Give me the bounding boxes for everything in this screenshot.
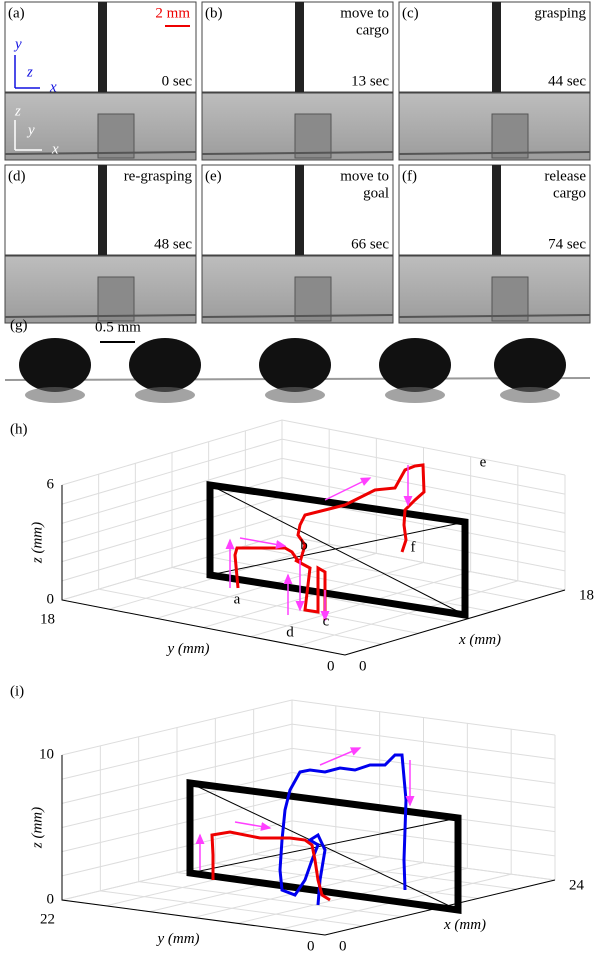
pillar-side: [295, 114, 331, 158]
pillar: [295, 165, 304, 255]
panel-label: (i): [10, 683, 24, 699]
pillar-side: [98, 277, 134, 321]
caption: re-grasping: [124, 168, 193, 184]
caption: cargo: [553, 185, 586, 201]
axis-symbol: z: [26, 64, 33, 80]
pillar-side: [492, 114, 528, 158]
panel-label: (e): [205, 168, 222, 184]
pillar: [492, 2, 501, 92]
caption: move to: [340, 168, 389, 184]
time: 0 sec: [162, 73, 193, 89]
pillar: [98, 2, 107, 92]
robot-shadow: [500, 387, 560, 403]
axes: [62, 485, 565, 655]
z-tick-label: 6: [47, 476, 55, 492]
time: 66 sec: [351, 236, 389, 252]
caption: move to: [340, 5, 389, 21]
robot-shadow: [25, 387, 85, 403]
axis-label: x (mm): [458, 632, 501, 648]
y-tick-label: 0: [307, 938, 315, 954]
point-label: d: [286, 624, 294, 640]
point-label: b: [300, 537, 308, 553]
grid-line: [62, 700, 555, 755]
robot-shadow: [385, 387, 445, 403]
panel-label: (c): [402, 5, 419, 21]
panel-label: (f): [402, 168, 417, 184]
y-tick-label: 18: [40, 611, 55, 627]
point-label: f: [411, 539, 416, 555]
time: 74 sec: [548, 236, 586, 252]
panel-label: (g): [10, 317, 28, 333]
axis-symbol: y: [13, 36, 22, 52]
point-label: e: [480, 454, 487, 470]
robot: [379, 338, 451, 392]
robot-shadow: [135, 387, 195, 403]
panel-label: (d): [8, 168, 26, 184]
time: 13 sec: [351, 73, 389, 89]
robot: [19, 338, 91, 392]
arrow: [235, 822, 270, 828]
scale-bar: 0.5 mm: [95, 319, 141, 335]
axis-symbol: x: [49, 79, 57, 95]
point-label: c: [323, 613, 330, 629]
x-tick-label: 18: [579, 587, 594, 603]
pillar: [295, 2, 304, 92]
axis-label: z (mm): [29, 807, 45, 849]
pillar-side: [295, 277, 331, 321]
y-tick-label: 0: [327, 658, 335, 674]
panel-label: (a): [8, 5, 25, 21]
caption: cargo: [356, 22, 389, 38]
z-tick-label: 0: [47, 891, 55, 907]
y-tick-label: 22: [40, 911, 55, 927]
axes: [62, 755, 555, 935]
panel-label: (b): [205, 5, 223, 21]
axis-symbol: z: [14, 103, 21, 119]
robot: [494, 338, 566, 392]
axis-symbol: y: [26, 122, 35, 138]
trajectory: [280, 755, 406, 905]
pillar-side: [98, 114, 134, 158]
grid-line: [62, 478, 565, 543]
time: 48 sec: [154, 236, 192, 252]
x-tick-label: 0: [359, 658, 367, 674]
point-label: a: [234, 591, 241, 607]
grid-line: [62, 420, 565, 485]
x-tick-label: 24: [569, 877, 585, 893]
pillar: [98, 165, 107, 255]
pillar: [492, 165, 501, 255]
axis-label: z (mm): [29, 522, 45, 564]
grid-line: [62, 497, 565, 562]
scale-bar: 2 mm: [155, 5, 190, 21]
z-tick-label: 10: [39, 746, 54, 762]
caption: grasping: [534, 5, 586, 21]
grid-line: [62, 439, 565, 504]
caption: release: [544, 168, 586, 184]
z-tick-label: 0: [47, 591, 55, 607]
robot: [259, 338, 331, 392]
axis-label: y (mm): [165, 641, 209, 657]
time: 44 sec: [548, 73, 586, 89]
pillar-side: [492, 277, 528, 321]
axis-label: x (mm): [443, 917, 486, 933]
caption: goal: [363, 185, 389, 201]
axis-label: y (mm): [155, 931, 199, 947]
robot: [129, 338, 201, 392]
arrow: [240, 538, 285, 546]
figure: (a)0 sec(b)move tocargo13 sec(c)grasping…: [0, 0, 594, 962]
x-tick-label: 0: [339, 938, 347, 954]
robot-shadow: [265, 387, 325, 403]
axis-symbol: x: [51, 141, 59, 157]
panel-label: (h): [10, 421, 28, 437]
